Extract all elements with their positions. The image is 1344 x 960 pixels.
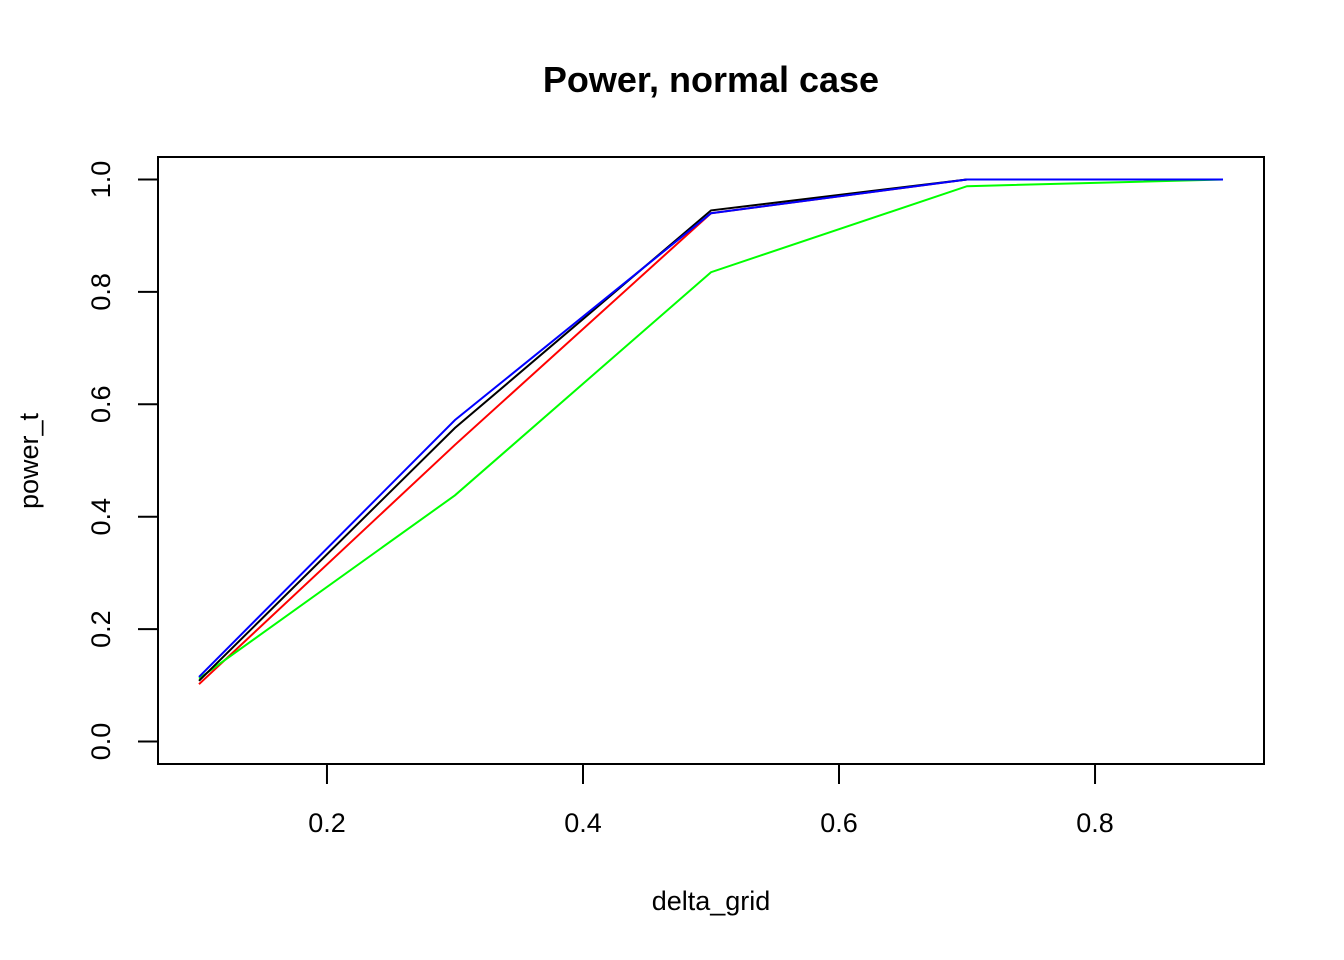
series-line-3 — [198, 178, 1223, 682]
plot-frame — [157, 156, 1265, 765]
y-axis-label: power_t — [14, 412, 44, 509]
y-tick-label: 0.6 — [86, 386, 116, 424]
series-line-4 — [198, 178, 1223, 678]
y-tick-label: 1.0 — [86, 161, 116, 199]
x-tick-label: 0.4 — [564, 808, 602, 838]
series-layer — [198, 178, 1224, 685]
chart-title: Power, normal case — [543, 59, 879, 100]
series-line-2 — [198, 178, 1224, 680]
x-axis-label: delta_grid — [652, 886, 771, 916]
x-tick-label: 0.2 — [308, 808, 346, 838]
series-line-1 — [198, 178, 1223, 685]
y-tick-label: 0.8 — [86, 273, 116, 311]
y-tick-label: 0.0 — [86, 723, 116, 761]
y-axis: 0.0 0.2 0.4 0.6 0.8 1.0 — [86, 161, 159, 761]
x-tick-label: 0.8 — [1076, 808, 1114, 838]
x-tick-label: 0.6 — [820, 808, 858, 838]
y-tick-label: 0.2 — [86, 610, 116, 648]
x-axis: 0.2 0.4 0.6 0.8 — [308, 763, 1114, 838]
y-tick-label: 0.4 — [86, 498, 116, 536]
